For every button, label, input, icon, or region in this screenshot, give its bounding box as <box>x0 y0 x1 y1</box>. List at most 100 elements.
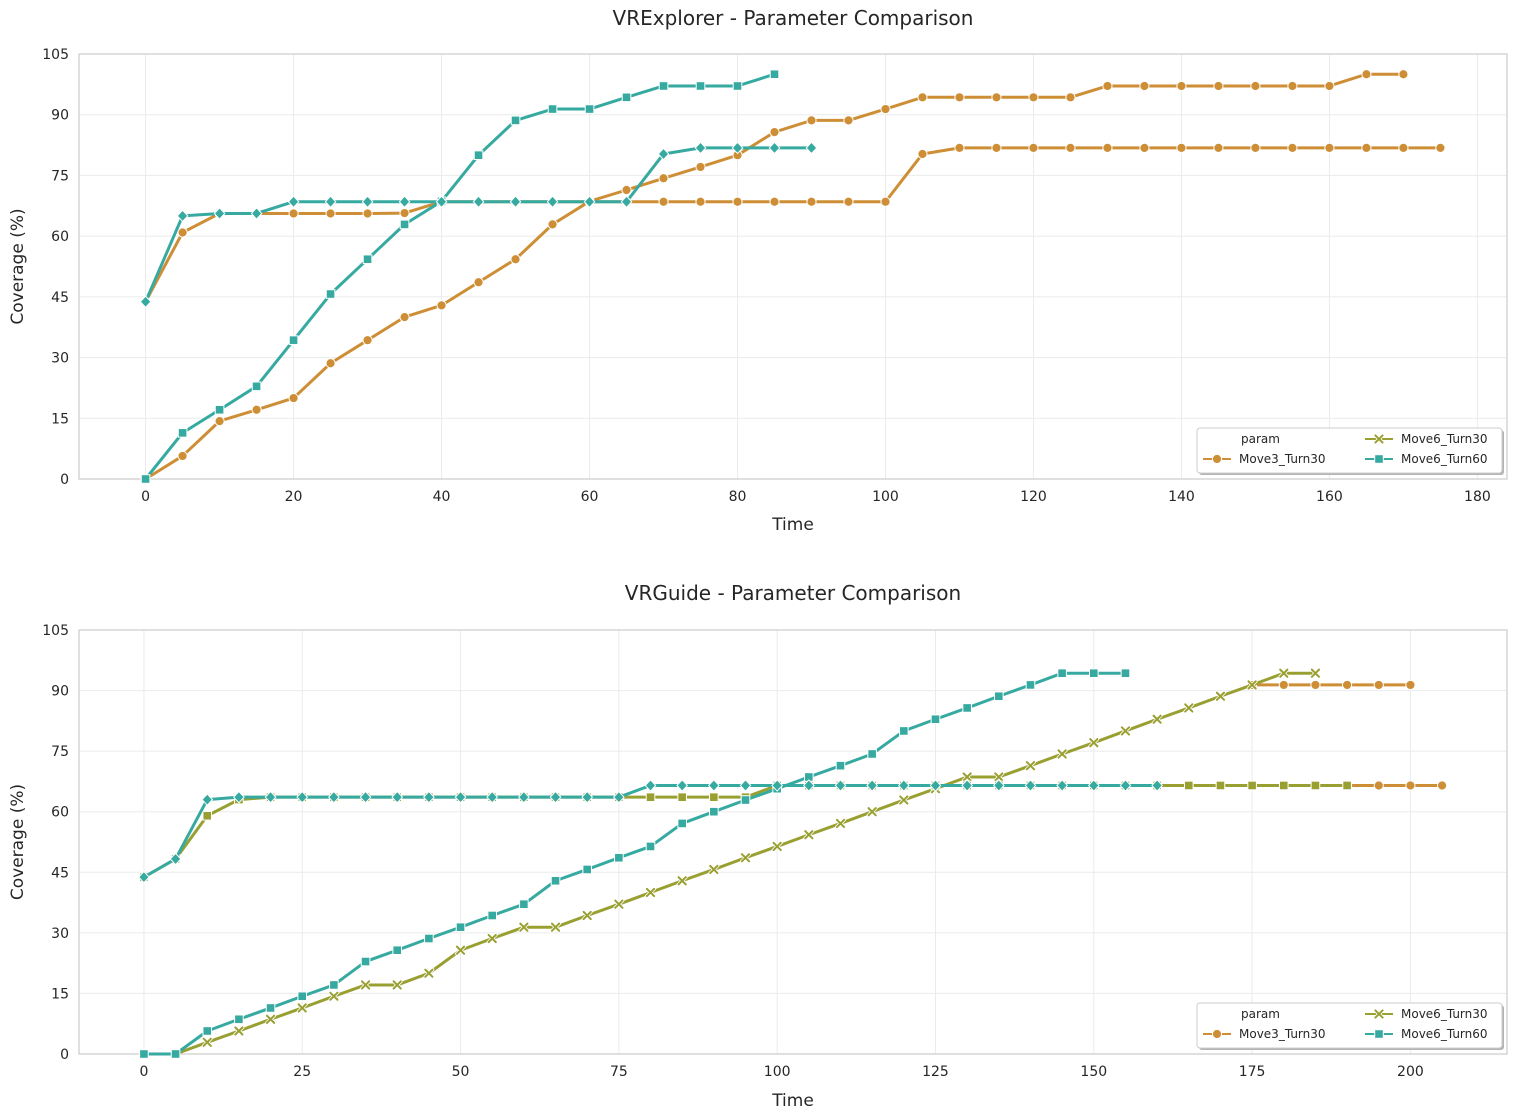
data-point <box>424 968 434 978</box>
data-point <box>695 161 706 173</box>
plot-frame <box>78 629 1508 1055</box>
x-tick-label: 200 <box>1397 1064 1424 1080</box>
data-point <box>1025 680 1036 690</box>
data-point <box>399 311 410 323</box>
x-tick-label: 120 <box>1020 489 1047 505</box>
data-point <box>695 81 706 91</box>
data-point <box>991 142 1002 154</box>
y-tick-label: 0 <box>60 472 69 488</box>
data-point <box>1183 780 1194 791</box>
data-point <box>139 295 152 309</box>
data-point <box>1405 679 1416 691</box>
data-point <box>398 195 411 209</box>
data-point <box>177 428 188 438</box>
data-point <box>917 148 928 160</box>
data-point <box>917 92 928 103</box>
data-point <box>1279 668 1289 678</box>
data-point <box>139 1049 149 1059</box>
data-point <box>1139 142 1150 154</box>
data-point <box>1250 142 1261 154</box>
data-point <box>1120 668 1131 679</box>
data-point <box>329 991 339 1001</box>
data-point <box>835 760 846 771</box>
data-point <box>843 196 854 207</box>
data-point <box>202 1026 213 1036</box>
data-point <box>547 219 558 230</box>
data-point <box>991 92 1002 103</box>
y-tick-label: 15 <box>51 986 69 1002</box>
data-point <box>739 779 752 792</box>
legend-marker <box>1374 434 1384 444</box>
y-tick-label: 90 <box>51 108 69 124</box>
data-point <box>297 1003 307 1013</box>
data-point <box>1025 761 1036 771</box>
legend-label: Move3_Turn30 <box>1239 1027 1326 1041</box>
y-tick-label: 45 <box>51 865 69 881</box>
data-point <box>805 141 818 155</box>
data-point <box>709 864 719 875</box>
data-point <box>658 81 669 91</box>
data-point <box>1310 679 1321 691</box>
data-point <box>250 207 263 220</box>
data-point <box>621 184 632 196</box>
data-point <box>1435 142 1446 154</box>
data-point <box>214 404 225 415</box>
data-point <box>170 1049 181 1059</box>
y-tick-label: 105 <box>42 623 69 639</box>
chart-1: 0 20 40 60 80 100 120 140 160 180 0 15 30 45 60 75 90 105… <box>8 6 1508 535</box>
y-tick-label: 105 <box>42 47 69 63</box>
data-point <box>202 810 213 821</box>
series-line <box>142 671 1127 1056</box>
data-point <box>472 195 485 209</box>
data-point <box>1151 779 1164 792</box>
y-tick-label: 15 <box>51 411 69 427</box>
data-point <box>994 772 1004 782</box>
data-point <box>677 818 687 829</box>
data-point <box>486 790 499 804</box>
x-axis-label: Time <box>771 1091 814 1111</box>
x-tick-label: 60 <box>581 489 599 505</box>
data-point <box>325 358 336 369</box>
data-point <box>1024 779 1037 792</box>
data-point <box>880 103 891 115</box>
data-point <box>843 115 854 126</box>
data-point <box>1213 80 1224 92</box>
legend-label: Move6_Turn60 <box>1401 1027 1488 1041</box>
data-point <box>866 779 879 792</box>
data-point <box>1324 80 1335 92</box>
data-point <box>677 876 687 886</box>
series-line <box>144 72 777 481</box>
data-point <box>929 779 942 792</box>
y-axis-label: Coverage (%) <box>8 784 28 900</box>
legend-marker <box>1374 1009 1384 1019</box>
x-tick-label: 80 <box>729 489 747 505</box>
data-point <box>677 792 687 802</box>
data-point <box>961 779 974 792</box>
data-point <box>804 830 814 840</box>
data-point <box>362 335 373 346</box>
data-point <box>399 219 410 230</box>
data-point <box>1361 69 1372 80</box>
data-point <box>201 793 214 806</box>
series-5 <box>139 668 1131 1059</box>
data-point <box>806 115 817 126</box>
data-point <box>645 841 656 852</box>
data-point <box>436 300 447 311</box>
data-point <box>1213 142 1224 154</box>
data-point <box>1176 80 1187 92</box>
data-point <box>510 254 521 265</box>
data-point <box>487 933 497 944</box>
data-point <box>899 726 909 736</box>
x-tick-label: 150 <box>1080 1064 1107 1080</box>
data-point <box>581 790 594 804</box>
y-tick-label: 75 <box>51 744 69 760</box>
data-point <box>694 141 707 155</box>
data-point <box>676 779 689 792</box>
legend-label: Move3_Turn30 <box>1239 452 1326 466</box>
data-point <box>324 195 337 209</box>
legend-label: Move6_Turn30 <box>1401 432 1488 446</box>
series-4 <box>139 141 818 309</box>
data-point <box>867 749 877 759</box>
